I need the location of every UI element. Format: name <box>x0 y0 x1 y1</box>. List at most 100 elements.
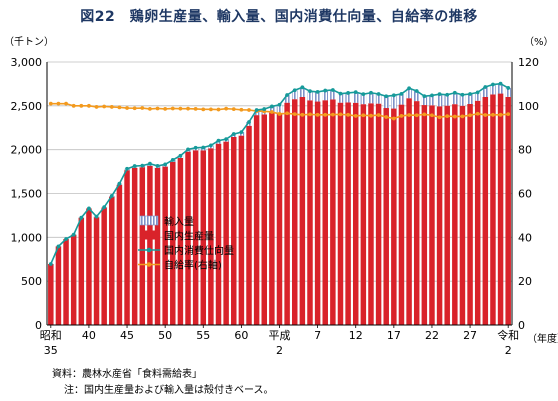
x-tick-sublabel: 2 <box>276 344 283 357</box>
consumption-point <box>475 90 480 95</box>
consumption-point <box>262 107 267 111</box>
self-sufficiency-point <box>346 112 351 117</box>
chart-notes: 資料：農林水産省「食料需給表」 注：国内生産量および輸入量は殻付きベース。 <box>52 367 274 399</box>
x-tick-sublabel: 35 <box>44 344 58 357</box>
x-tick-label: 22 <box>425 329 439 342</box>
self-sufficiency-point <box>292 112 297 117</box>
self-sufficiency-point <box>163 107 168 111</box>
chart-title: 図22 鶏卵生産量、輸入量、国内消費仕向量、自給率の推移 <box>80 9 478 25</box>
imports-bar <box>330 89 336 100</box>
imports-bar <box>383 96 389 109</box>
self-sufficiency-point <box>208 107 213 112</box>
consumption-point <box>64 237 68 241</box>
self-sufficiency-point <box>109 105 114 109</box>
legend-label: 輸入量 <box>164 215 194 228</box>
self-sufficiency-point <box>64 101 68 106</box>
production-bar <box>482 96 489 325</box>
production-bar <box>474 100 481 326</box>
self-sufficiency-point <box>148 107 152 111</box>
consumption-point <box>391 93 396 98</box>
self-sufficiency-point <box>125 106 129 110</box>
production-bar <box>436 106 443 325</box>
production-bar <box>170 161 176 325</box>
y-tick-label: 0 <box>35 319 42 332</box>
x-tick-label: 7 <box>314 329 321 342</box>
self-sufficiency-point <box>353 114 358 118</box>
self-sufficiency-point <box>140 106 145 110</box>
consumption-point <box>224 137 229 142</box>
y-tick-label: 2,000 <box>11 144 43 157</box>
production-bar <box>322 100 328 326</box>
self-sufficiency-point <box>422 112 427 117</box>
consumption-point <box>452 90 457 95</box>
production-bar <box>497 93 504 325</box>
self-sufficiency-point <box>460 114 465 119</box>
self-sufficiency-point <box>506 112 511 117</box>
production-bar <box>139 167 146 325</box>
consumption-point <box>71 232 76 237</box>
self-sufficiency-point <box>437 115 442 120</box>
production-bar <box>253 115 260 325</box>
consumption-point <box>163 162 168 167</box>
consumption-point <box>376 92 381 96</box>
consumption-point <box>437 92 442 97</box>
consumption-point <box>79 215 84 220</box>
production-bar <box>345 102 351 325</box>
production-bar <box>337 102 344 325</box>
x-axis-label: （年度） <box>527 332 558 345</box>
consumption-point <box>170 158 175 162</box>
consumption-point <box>292 88 297 93</box>
self-sufficiency-point <box>155 106 160 111</box>
production-bar <box>505 96 511 326</box>
production-bar <box>185 151 191 325</box>
imports-bar <box>246 121 252 126</box>
consumption-point <box>491 82 495 87</box>
consumption-point <box>109 194 114 198</box>
legend-swatch-imports <box>139 215 159 226</box>
y2-tick-label: 60 <box>518 188 532 201</box>
consumption-point <box>48 262 53 266</box>
consumption-point <box>315 89 320 94</box>
y2-tick-label: 0 <box>518 319 525 332</box>
consumption-point <box>338 91 343 96</box>
consumption-point <box>445 92 450 97</box>
imports-bar <box>284 94 290 103</box>
consumption-point <box>132 164 137 168</box>
legend-label: 国内消費仕向量 <box>164 244 234 257</box>
y-tick-label: 500 <box>21 275 42 288</box>
self-sufficiency-point <box>330 112 335 117</box>
imports-bar <box>497 83 504 94</box>
imports-bar <box>276 104 283 113</box>
self-sufficiency-point <box>132 106 137 111</box>
consumption-point <box>346 91 351 95</box>
production-bar <box>459 105 466 325</box>
consumption-point <box>94 214 99 219</box>
consumption-point <box>414 89 419 93</box>
self-sufficiency-point <box>247 108 251 112</box>
production-bar <box>78 217 85 325</box>
production-bar <box>375 103 382 326</box>
self-sufficiency-point <box>376 113 381 117</box>
consumption-point <box>468 92 472 96</box>
x-tick-label: 55 <box>196 329 210 342</box>
x-tick-label: 12 <box>349 329 363 342</box>
x-tick-label: 昭和 <box>40 329 62 342</box>
production-bar <box>276 112 283 325</box>
legend-swatch-self-sufficiency-point <box>146 262 152 267</box>
consumption-point <box>330 88 335 92</box>
consumption-point <box>239 130 244 135</box>
self-sufficiency-point <box>94 105 99 109</box>
consumption-point <box>125 166 129 171</box>
self-sufficiency-point <box>445 114 450 119</box>
consumption-point <box>201 145 206 150</box>
self-sufficiency-point <box>201 107 206 112</box>
imports-bar <box>429 95 435 106</box>
self-sufficiency-point <box>193 107 198 111</box>
consumption-point <box>422 94 427 99</box>
production-bar <box>55 246 62 325</box>
source-note: 資料：農林水産省「食料需給表」 <box>52 369 202 380</box>
production-bar <box>391 108 397 326</box>
imports-bar <box>459 94 466 106</box>
consumption-point <box>269 104 274 109</box>
imports-bar <box>368 92 374 104</box>
